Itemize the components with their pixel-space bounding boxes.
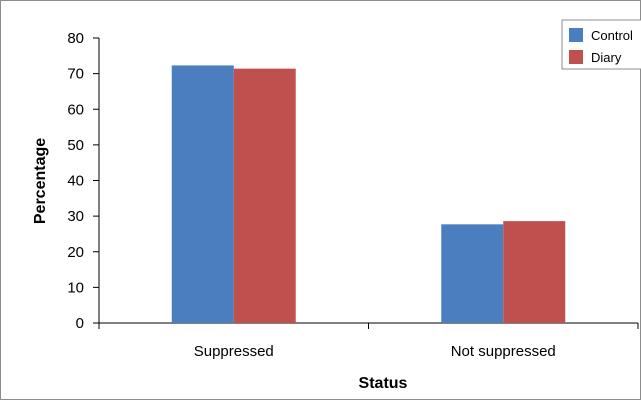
bars xyxy=(171,65,566,324)
y-tick-label: 20 xyxy=(67,244,84,261)
y-axis-title: Percentage xyxy=(32,138,49,224)
x-axis-title: Status xyxy=(359,375,408,392)
y-tick-label: 60 xyxy=(67,101,84,118)
y-tick-label: 70 xyxy=(67,66,84,83)
legend-label-control: Control xyxy=(591,28,633,43)
legend-label-diary: Diary xyxy=(591,50,622,65)
y-tick-label: 30 xyxy=(67,208,84,225)
bar-diary-not-suppressed xyxy=(503,221,566,323)
y-tick-label: 80 xyxy=(67,30,84,47)
x-category-label: Suppressed xyxy=(194,343,274,360)
legend-swatch-control xyxy=(569,28,583,42)
bar-diary-suppressed xyxy=(233,68,296,323)
bar-control-not-suppressed xyxy=(441,224,504,323)
y-axis: 0 10 20 30 40 50 60 70 80 xyxy=(67,30,100,332)
y-tick-label: 10 xyxy=(67,279,84,296)
y-tick-label: 0 xyxy=(76,315,84,332)
x-axis: Suppressed Not suppressed xyxy=(98,322,639,360)
bar-control-suppressed xyxy=(171,65,234,324)
y-tick-label: 40 xyxy=(67,173,84,190)
legend-swatch-diary xyxy=(569,50,583,64)
x-category-label: Not suppressed xyxy=(451,343,556,360)
y-tick-label: 50 xyxy=(67,137,84,154)
legend: Control Diary xyxy=(561,19,641,70)
